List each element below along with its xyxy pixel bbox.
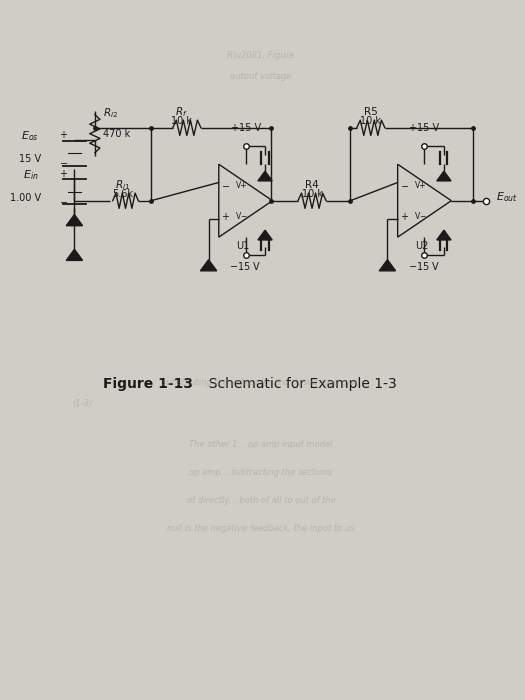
Text: V$-$: V$-$ bbox=[235, 211, 248, 221]
Text: $-$: $-$ bbox=[221, 180, 230, 190]
Text: Figure 1-13: Figure 1-13 bbox=[102, 377, 193, 391]
Point bbox=[242, 250, 250, 261]
Text: +15 V: +15 V bbox=[230, 123, 261, 133]
Text: R\u2081, Figure: R\u2081, Figure bbox=[227, 51, 295, 60]
Text: op amp... subtracting the sections: op amp... subtracting the sections bbox=[190, 468, 333, 477]
Point bbox=[421, 141, 429, 152]
Point bbox=[242, 141, 250, 152]
Text: +15 V: +15 V bbox=[410, 123, 439, 133]
Point bbox=[469, 122, 477, 134]
Text: 10 k: 10 k bbox=[360, 116, 381, 125]
Text: $-$15 V: $-$15 V bbox=[229, 260, 262, 272]
Polygon shape bbox=[66, 249, 82, 260]
Polygon shape bbox=[66, 215, 82, 225]
Text: $-$15 V: $-$15 V bbox=[408, 260, 440, 272]
Text: +: + bbox=[59, 130, 67, 141]
Text: $-$: $-$ bbox=[59, 158, 68, 167]
Polygon shape bbox=[437, 230, 451, 240]
Polygon shape bbox=[201, 260, 217, 271]
Text: $R_{i2}$: $R_{i2}$ bbox=[102, 106, 118, 120]
Text: 15 V: 15 V bbox=[19, 155, 41, 164]
Text: U2: U2 bbox=[415, 241, 428, 251]
Point bbox=[469, 195, 477, 206]
Text: 5.6k: 5.6k bbox=[112, 188, 133, 199]
Text: Schematic for Example 1-3: Schematic for Example 1-3 bbox=[200, 377, 396, 391]
Point bbox=[147, 195, 155, 206]
Point bbox=[421, 250, 429, 261]
Point bbox=[267, 122, 276, 134]
Text: R4: R4 bbox=[305, 180, 319, 190]
Text: The other 1... op amp input model: The other 1... op amp input model bbox=[189, 440, 333, 449]
Text: substituting the values for the closed-loop gain: substituting the values for the closed-l… bbox=[162, 378, 360, 386]
Text: U1: U1 bbox=[236, 241, 250, 251]
Text: 10 k: 10 k bbox=[171, 116, 192, 125]
Point bbox=[267, 195, 276, 206]
Point bbox=[346, 195, 354, 206]
Text: null is the negative feedback, the input to us: null is the negative feedback, the input… bbox=[167, 524, 355, 533]
Text: $E_{out}$: $E_{out}$ bbox=[496, 190, 518, 204]
Text: 470 k: 470 k bbox=[102, 130, 130, 139]
Text: V$-$: V$-$ bbox=[414, 211, 427, 221]
Polygon shape bbox=[437, 172, 451, 181]
Text: $+$: $+$ bbox=[221, 211, 230, 222]
Point bbox=[147, 122, 155, 134]
Text: $E_{in}$: $E_{in}$ bbox=[23, 168, 39, 181]
Point bbox=[91, 122, 99, 134]
Text: output voltage: output voltage bbox=[230, 72, 292, 81]
Point bbox=[346, 122, 354, 134]
Text: 1.00 V: 1.00 V bbox=[10, 193, 41, 203]
Text: +: + bbox=[59, 169, 67, 178]
Text: (1-3): (1-3) bbox=[72, 398, 92, 407]
Polygon shape bbox=[258, 172, 272, 181]
Text: 10 k: 10 k bbox=[301, 188, 322, 199]
Text: $R_f$: $R_f$ bbox=[175, 105, 188, 119]
Text: V+: V+ bbox=[415, 181, 426, 190]
Text: $+$: $+$ bbox=[400, 211, 409, 222]
Text: $-$: $-$ bbox=[400, 180, 409, 190]
Text: V+: V+ bbox=[236, 181, 247, 190]
Polygon shape bbox=[258, 230, 272, 240]
Text: $R_{i1}$: $R_{i1}$ bbox=[116, 178, 131, 192]
Point bbox=[481, 195, 490, 206]
Text: $E_{os}$: $E_{os}$ bbox=[21, 130, 39, 144]
Polygon shape bbox=[379, 260, 396, 271]
Text: R5: R5 bbox=[364, 107, 377, 118]
Text: of directly... both of all to out of the: of directly... both of all to out of the bbox=[186, 496, 335, 505]
Text: $-$: $-$ bbox=[59, 196, 68, 206]
